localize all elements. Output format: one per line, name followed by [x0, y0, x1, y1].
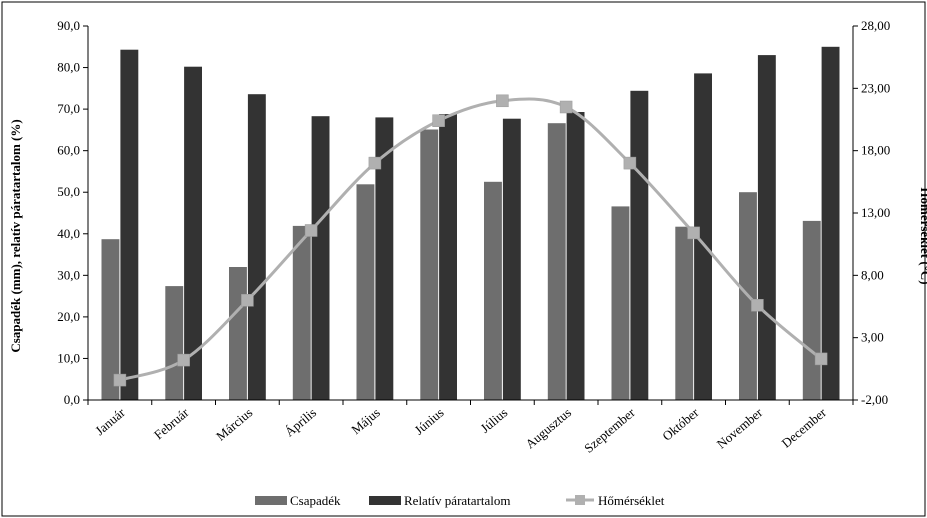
temperature-marker [814, 352, 828, 366]
temperature-marker [113, 373, 127, 387]
y2-tick-label: 3,00 [861, 330, 884, 345]
legend-precipitation-label: Csapadék [290, 493, 341, 508]
precipitation-bar [484, 181, 502, 400]
temperature-marker [751, 299, 764, 312]
y-tick-label: 50,0 [57, 184, 80, 199]
legend-temperature-label: Hőmérséklet [598, 493, 665, 508]
legend: Csapadék Relatív páratartalom Hőmérséklet [255, 493, 665, 508]
y-tick-label: 20,0 [57, 309, 80, 324]
y-tick-label: 60,0 [57, 143, 80, 158]
humidity-bar [630, 90, 649, 401]
precipitation-bar [420, 129, 439, 400]
humidity-bar [311, 116, 330, 400]
legend-precipitation-swatch [255, 496, 287, 505]
precipitation-bar [675, 226, 694, 400]
legend-temperature-marker [575, 495, 585, 505]
temperature-marker [559, 100, 573, 114]
y2-tick-label: 18,00 [861, 143, 890, 158]
humidity-bar [375, 117, 394, 401]
humidity-bar [757, 55, 776, 400]
humidity-bar [566, 112, 585, 400]
precipitation-bar [229, 267, 247, 400]
humidity-bar [502, 118, 521, 400]
temperature-marker [687, 226, 700, 240]
humidity-bar [120, 49, 139, 400]
humidity-bar [821, 46, 840, 401]
precipitation-bar [165, 286, 184, 400]
y2-tick-label: -2,00 [861, 392, 888, 407]
y-axis-title: Csapadék (mm), relatív páratartalom (%) [8, 119, 23, 352]
temperature-marker [304, 224, 318, 237]
y-tick-label: 90,0 [57, 18, 80, 33]
temperature-marker [241, 294, 254, 307]
y-tick-label: 70,0 [57, 101, 80, 116]
y-tick-label: 40,0 [57, 226, 80, 241]
precipitation-bar [101, 239, 120, 400]
humidity-bar [184, 66, 202, 400]
y-tick-label: 30,0 [57, 267, 80, 282]
y2-tick-label: 23,00 [861, 80, 890, 95]
y2-tick-label: 28,00 [861, 18, 890, 33]
temperature-marker [177, 353, 190, 367]
precipitation-bar [611, 206, 630, 400]
y-tick-label: 10,0 [57, 350, 80, 365]
precipitation-bar [547, 123, 566, 400]
humidity-bar [694, 73, 712, 401]
precipitation-bar [356, 184, 375, 400]
y2-axis-title: Hőmérséklet (°C) [918, 187, 927, 284]
humidity-bar [439, 114, 457, 400]
y-tick-label: 80,0 [57, 60, 80, 75]
temperature-marker [432, 114, 445, 127]
temperature-marker [368, 156, 382, 170]
y2-tick-label: 8,00 [861, 267, 884, 282]
y2-tick-label: 13,00 [861, 205, 890, 220]
temperature-marker [496, 94, 509, 108]
precipitation-bar [802, 220, 821, 400]
precipitation-bar [292, 225, 311, 400]
temperature-marker [623, 156, 637, 170]
legend-humidity-label: Relatív páratartalom [404, 493, 510, 508]
y-tick-label: 0,0 [64, 392, 80, 407]
humidity-bar [247, 94, 266, 400]
legend-humidity-swatch [369, 496, 401, 505]
